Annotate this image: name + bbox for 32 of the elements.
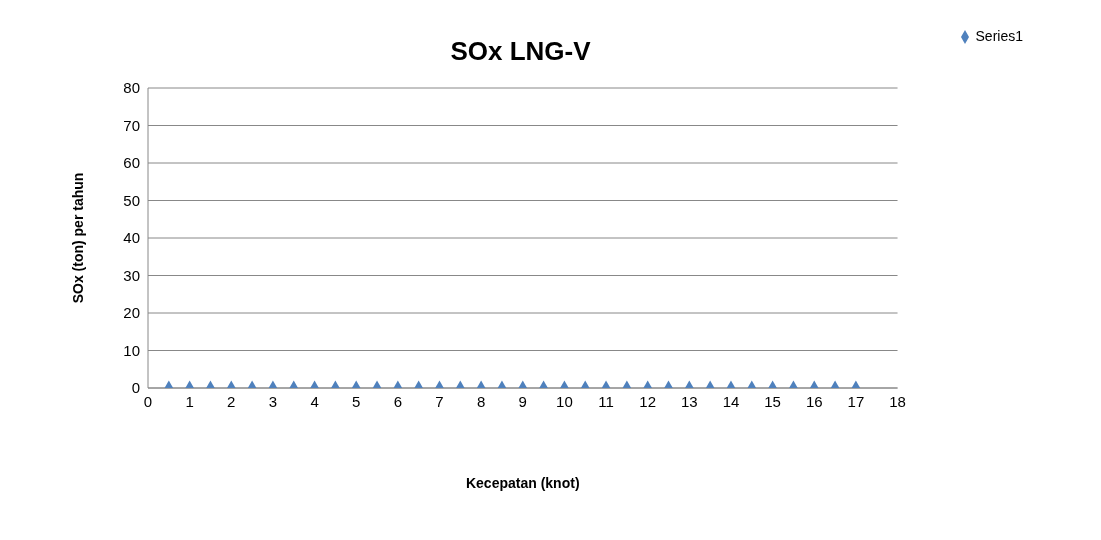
y-tick-label: 80: [123, 79, 140, 97]
x-tick-label: 2: [227, 392, 236, 410]
y-tick-label: 70: [123, 116, 140, 134]
x-tick-label: 14: [722, 392, 740, 410]
x-tick-label: 13: [680, 392, 698, 410]
x-tick-label: 18: [889, 392, 906, 410]
x-tick-label: 0: [143, 392, 153, 410]
x-tick-label: 12: [639, 392, 657, 410]
x-tick-label: 15: [764, 392, 781, 410]
x-tick-label: 3: [268, 392, 278, 410]
y-tick-label: 40: [123, 229, 140, 247]
x-tick-label: 8: [476, 392, 486, 410]
x-tick-label: 16: [805, 392, 823, 410]
x-tick-label: 5: [352, 392, 361, 410]
chart-title: SOx LNG-V: [450, 36, 592, 66]
x-tick-label: 10: [556, 392, 573, 410]
x-tick-label: 1: [185, 392, 194, 410]
x-tick-label: 17: [847, 392, 865, 410]
y-tick-label: 0: [131, 379, 140, 397]
x-tick-label: 7: [435, 392, 444, 410]
y-tick-label: 10: [123, 341, 140, 359]
x-tick-label: 6: [393, 392, 403, 410]
y-axis-title: SOx (ton) per tahun: [69, 172, 86, 304]
x-tick-label: 9: [518, 392, 527, 410]
x-tick-label: 11: [598, 392, 614, 410]
y-tick-label: 20: [123, 304, 140, 322]
y-tick-label: 60: [123, 154, 140, 172]
y-tick-label: 30: [123, 266, 140, 284]
x-tick-label: 4: [310, 392, 319, 410]
y-tick-label: 50: [123, 191, 140, 209]
legend-label: Series1: [975, 28, 1023, 44]
x-axis-title: Kecepatan (knot): [465, 475, 580, 491]
